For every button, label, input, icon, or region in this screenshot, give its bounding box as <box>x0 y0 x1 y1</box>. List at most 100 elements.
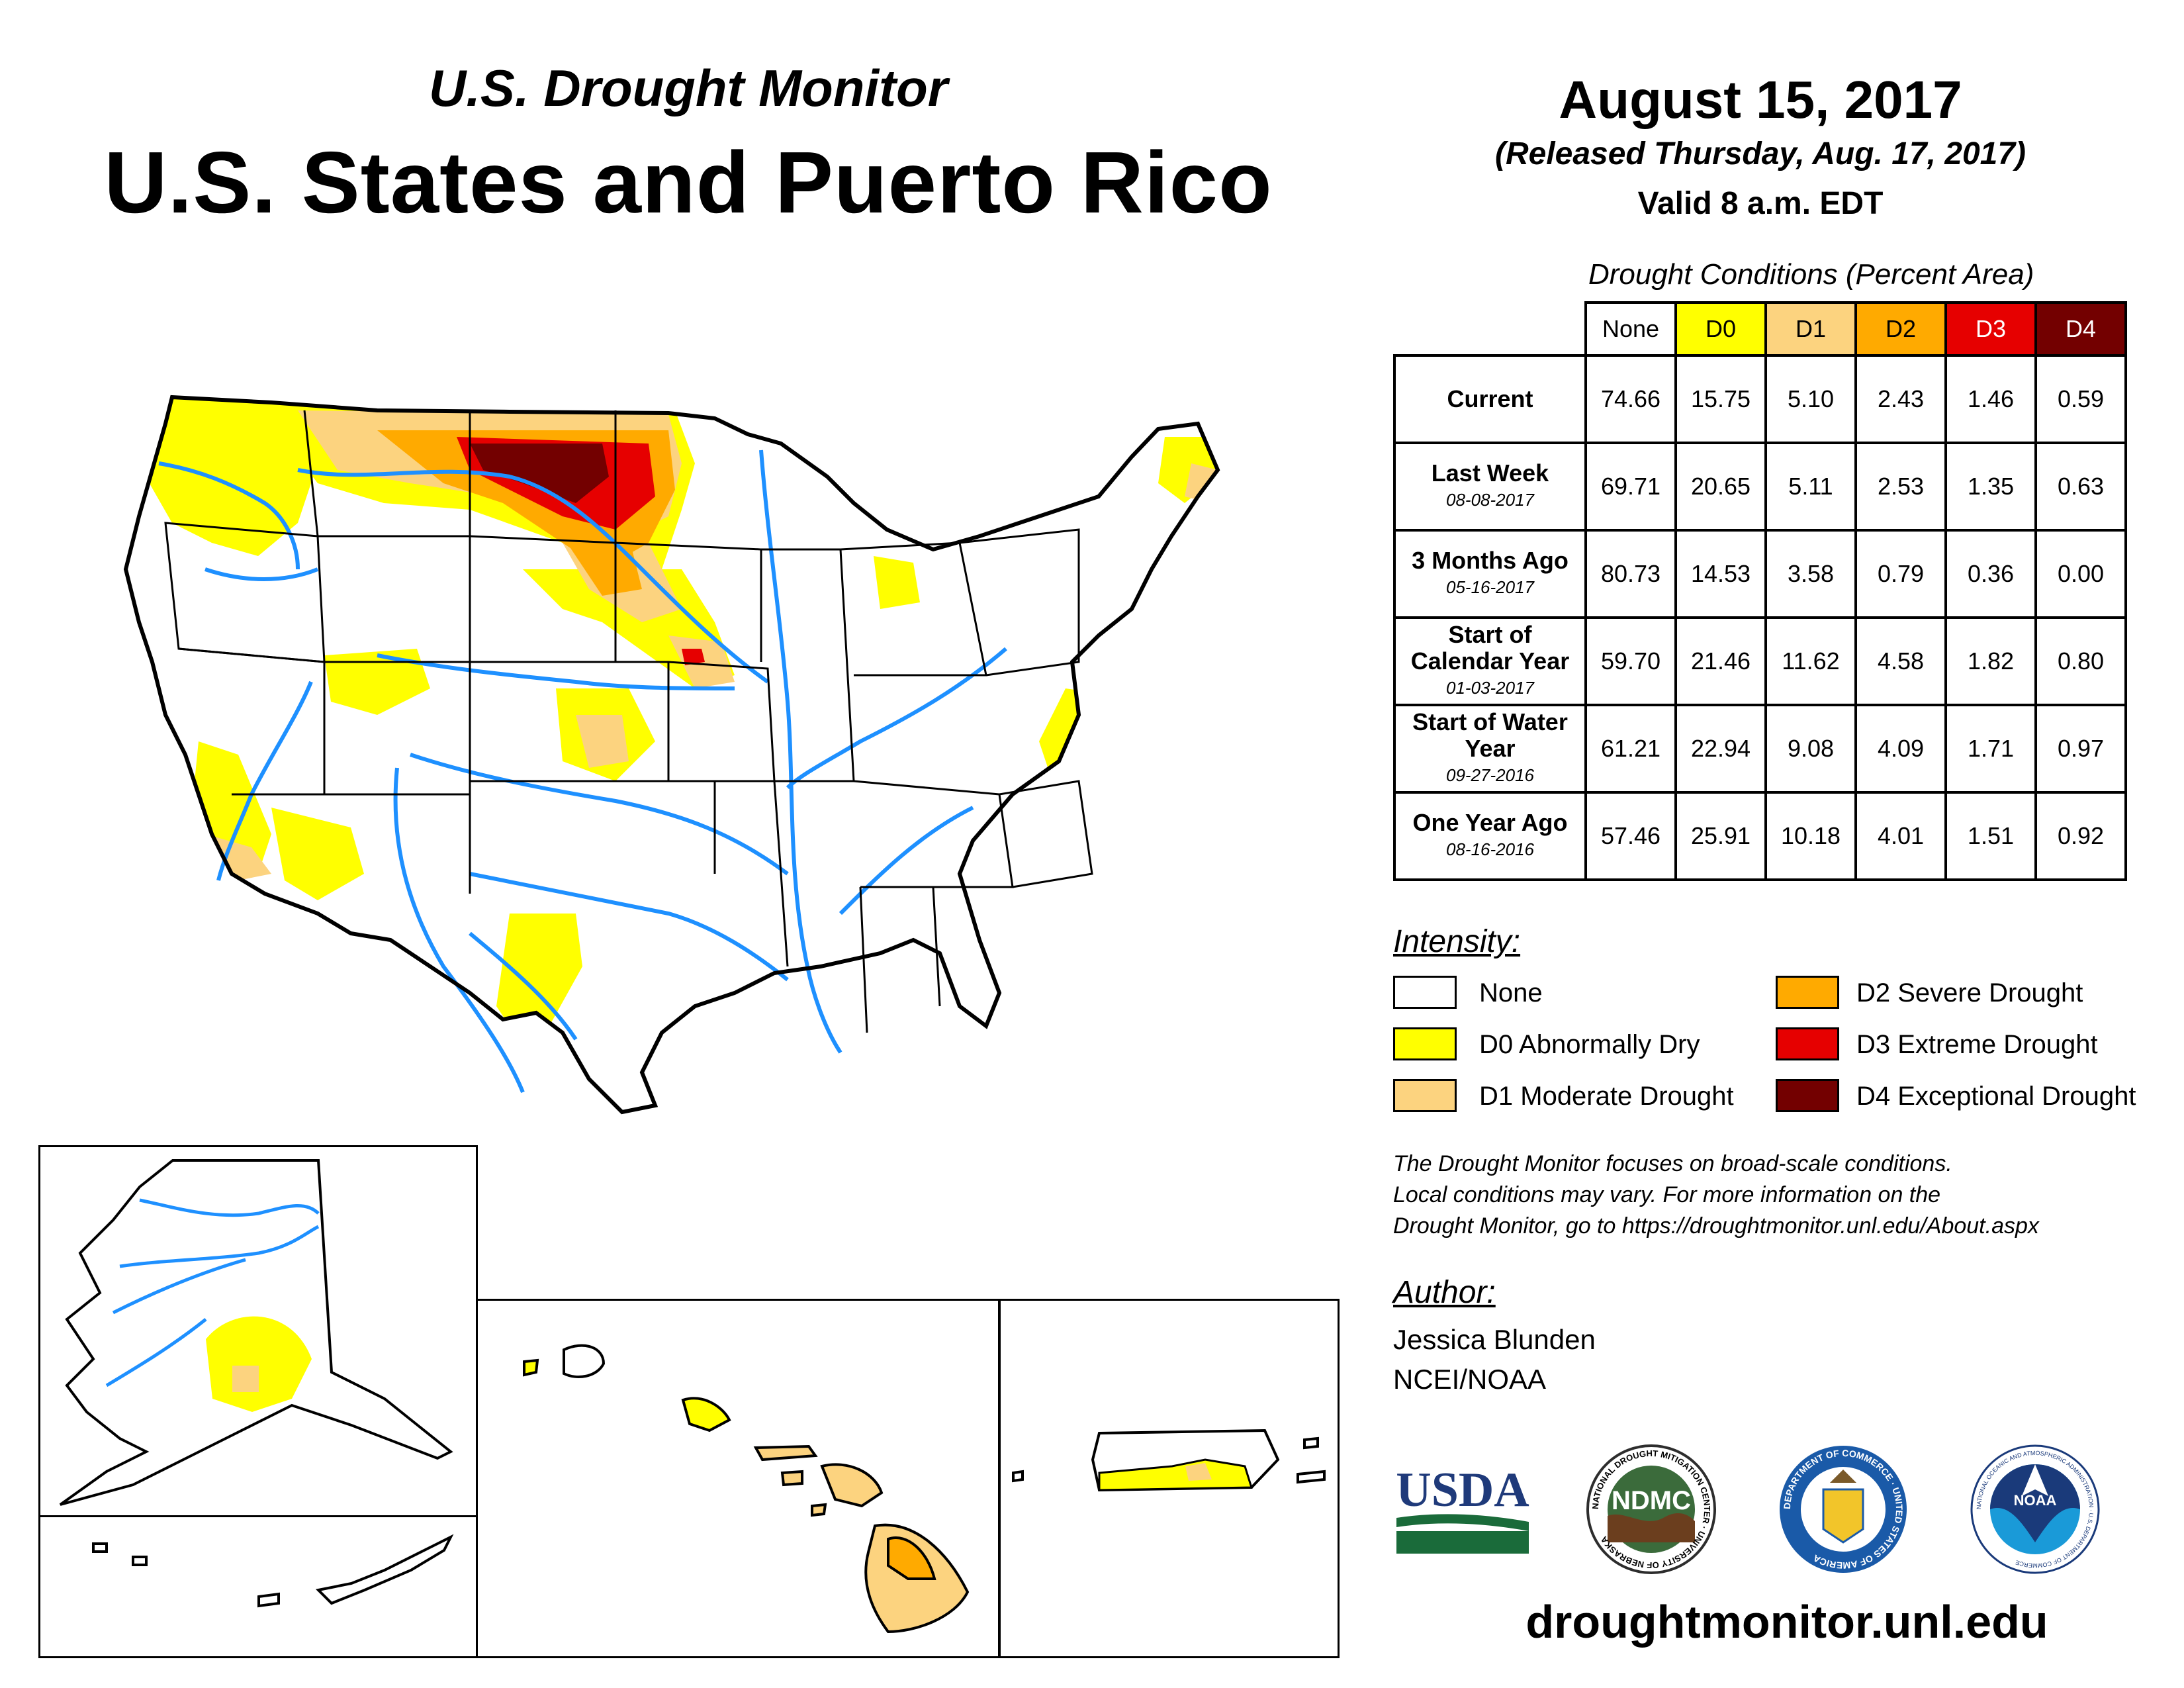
table-caption: Drought Conditions (Percent Area) <box>1588 258 2034 291</box>
river-rio-grande <box>393 767 525 1094</box>
row-label: Current <box>1393 354 1587 444</box>
note-line-1: The Drought Monitor focuses on broad-sca… <box>1393 1151 1952 1176</box>
cell-d2: 4.58 <box>1854 616 1947 706</box>
cell-d4: 0.00 <box>2034 529 2127 619</box>
river-red <box>469 872 789 982</box>
valid-time: Valid 8 a.m. EDT <box>1637 186 1884 221</box>
d0-area-arizona <box>271 808 364 900</box>
column-header-d2: D2 <box>1854 301 1947 357</box>
ndmc-logo[interactable]: NDMC NATIONAL DROUGHT MITIGATION CENTER … <box>1585 1443 1717 1575</box>
molokai-island <box>753 1444 818 1462</box>
cell-d4: 0.80 <box>2034 616 2127 706</box>
cell-d3: 1.82 <box>1944 616 2037 706</box>
cell-none: 69.71 <box>1584 442 1677 532</box>
cell-none: 59.70 <box>1584 616 1677 706</box>
legend-label-d4: D4 Exceptional Drought <box>1856 1082 2136 1111</box>
cell-d4: 0.97 <box>2034 704 2127 794</box>
cell-d1: 5.11 <box>1764 442 1857 532</box>
cell-none: 57.46 <box>1584 791 1677 881</box>
table-header-row: None D0 D1 D2 D3 D4 <box>1394 301 2127 357</box>
cell-d0: 25.91 <box>1674 791 1767 881</box>
row-start-water-year: Start of Water Year 09-27-2016 61.21 22.94 9… <box>1393 704 2127 794</box>
ndmc-logo-text: NDMC <box>1612 1486 1691 1515</box>
website-url[interactable]: droughtmonitor.unl.edu <box>1525 1596 2048 1648</box>
kauai-island <box>563 1344 606 1378</box>
author-organization: NCEI/NOAA <box>1393 1364 1547 1395</box>
row-one-year-ago: One Year Ago 08-16-2016 57.46 25.91 10.18 4.0… <box>1393 791 2127 881</box>
usda-logo[interactable]: USDA <box>1393 1460 1532 1556</box>
cell-d2: 4.09 <box>1854 704 1947 794</box>
column-header-d0: D0 <box>1674 301 1767 357</box>
row-label-date: 08-16-2016 <box>1446 839 1534 859</box>
cell-d0: 20.65 <box>1674 442 1767 532</box>
legend-label-none: None <box>1479 978 1543 1008</box>
cell-d1: 3.58 <box>1764 529 1857 619</box>
column-header-d4: D4 <box>2034 301 2127 357</box>
cell-d0: 14.53 <box>1674 529 1767 619</box>
conus-drought-map <box>99 371 1291 1139</box>
d1-area-socal <box>205 834 271 880</box>
niihau-island <box>523 1358 539 1377</box>
legend-swatch-d2 <box>1776 976 1839 1009</box>
commerce-seal-logo[interactable]: DEPARTMENT OF COMMERCE · UNITED STATES O… <box>1777 1443 1909 1575</box>
row-label-date: 09-27-2016 <box>1446 765 1534 785</box>
oahu-island <box>681 1397 731 1432</box>
aleutian-inset <box>38 1515 478 1658</box>
cell-d1: 10.18 <box>1764 791 1857 881</box>
d0-area-texas <box>496 914 582 1046</box>
noaa-logo[interactable]: NOAA NATIONAL OCEANIC AND ATMOSPHERIC AD… <box>1969 1443 2101 1575</box>
legend-label-d0: D0 Abnormally Dry <box>1479 1030 1700 1059</box>
maui-island <box>820 1463 884 1508</box>
legend-title: Intensity: <box>1393 924 1521 959</box>
d0-area-utah-colorado <box>324 649 430 715</box>
note-line-3[interactable]: Drought Monitor, go to https://droughtmo… <box>1393 1213 2039 1239</box>
valid-date: August 15, 2017 <box>1559 70 1962 129</box>
cell-d4: 0.92 <box>2034 791 2127 881</box>
cell-d4: 0.63 <box>2034 442 2127 532</box>
cell-d2: 2.53 <box>1854 442 1947 532</box>
cell-none: 61.21 <box>1584 704 1677 794</box>
map-title: U.S. States and Puerto Rico <box>104 134 1273 231</box>
cell-none: 80.73 <box>1584 529 1677 619</box>
row-label-date: 08-08-2017 <box>1446 490 1534 510</box>
state-boundaries <box>164 410 1093 1033</box>
row-label-text: One Year Ago <box>1412 809 1568 836</box>
cell-d1: 9.08 <box>1764 704 1857 794</box>
row-label-text: Current <box>1447 385 1533 412</box>
legend-label-d3: D3 Extreme Drought <box>1856 1030 2098 1059</box>
river-snake <box>205 567 319 581</box>
row-label-date: 05-16-2017 <box>1446 577 1534 597</box>
culebra-island <box>1303 1436 1319 1450</box>
river-brazos <box>469 931 578 1041</box>
cell-d0: 15.75 <box>1674 354 1767 444</box>
row-label: Start of Water Year 09-27-2016 <box>1393 704 1587 794</box>
cell-d3: 1.35 <box>1944 442 2037 532</box>
puerto-rico-d0-area <box>1098 1458 1253 1491</box>
drought-conditions-table: None D0 D1 D2 D3 D4 Current 74.66 15.75 5.1… <box>1393 301 2127 881</box>
cell-d4: 0.59 <box>2034 354 2127 444</box>
noaa-logo-text: NOAA <box>2014 1492 2057 1509</box>
author-name: Jessica Blunden <box>1393 1324 1596 1355</box>
legend-swatch-d3 <box>1776 1027 1839 1060</box>
legend-swatch-none <box>1393 976 1457 1009</box>
release-date: (Released Thursday, Aug. 17, 2017) <box>1494 136 2026 171</box>
river-columbia <box>158 461 300 570</box>
puerto-rico-map <box>1012 1429 1326 1492</box>
row-label: One Year Ago 08-16-2016 <box>1393 791 1587 881</box>
lanai-island <box>780 1470 803 1487</box>
d4-area-montana-dakotas <box>470 444 609 503</box>
row-label-date: 01-03-2017 <box>1446 678 1534 698</box>
hawaii-inset <box>478 1299 1001 1658</box>
row-current: Current 74.66 15.75 5.10 2.43 1.46 0.59 <box>1393 354 2127 444</box>
d1-area-kansas <box>576 715 629 768</box>
river-mississippi <box>759 449 842 1054</box>
cell-d3: 1.46 <box>1944 354 2037 444</box>
column-header-none: None <box>1584 301 1677 357</box>
usda-logo-text: USDA <box>1396 1463 1529 1517</box>
row-label-text: Last Week <box>1431 459 1549 487</box>
drought-areas <box>126 397 1218 1112</box>
cell-d3: 1.51 <box>1944 791 2037 881</box>
cell-d3: 1.71 <box>1944 704 2037 794</box>
cell-d1: 5.10 <box>1764 354 1857 444</box>
legend-swatch-d4 <box>1776 1079 1839 1112</box>
